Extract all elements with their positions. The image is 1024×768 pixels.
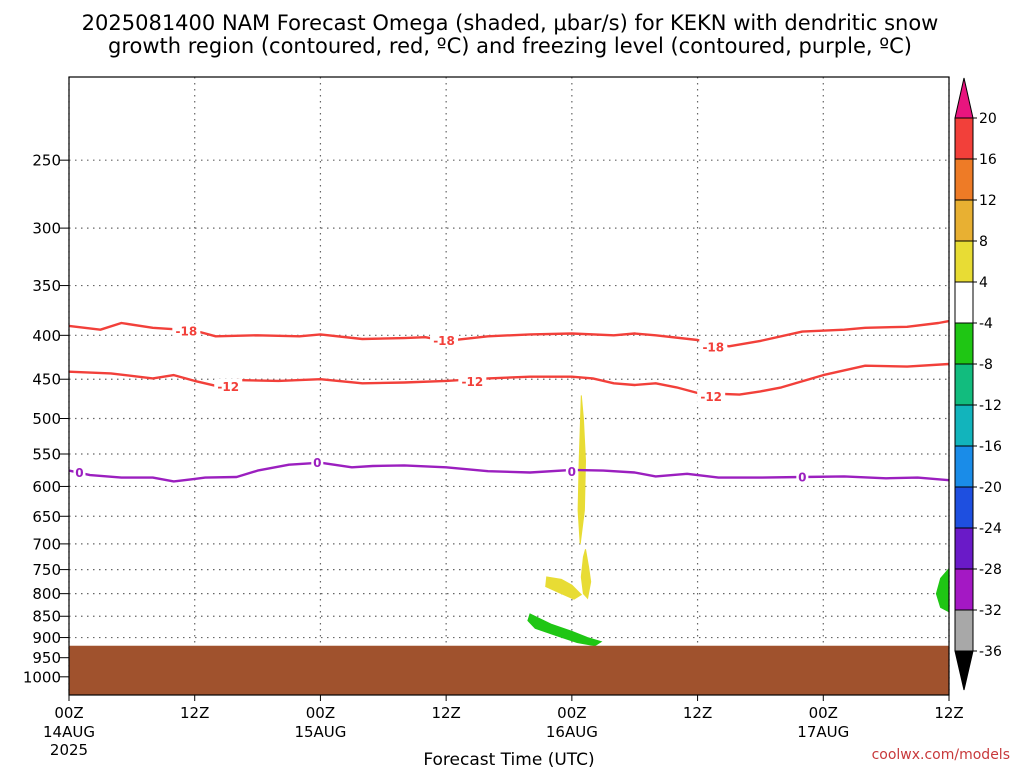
y-tick-label-550: 550 [32,446,61,464]
x-tick-label-2: 00Z [306,704,335,722]
colorbar-bin--8--4 [954,322,974,365]
contour-label-bg [565,464,578,479]
contour-label-bg [699,339,728,354]
y-tick-label-250: 250 [32,152,61,170]
plot-frame [68,76,950,696]
colorbar-bin--36--32 [954,609,974,652]
y-tick-label-1000: 1000 [23,668,61,686]
colorbar-bin--20--16 [954,445,974,488]
colorbar-bin--28--24 [954,527,974,570]
colorbar-bin--32--28 [954,568,974,611]
contour-label--12-1: -12 [461,375,483,389]
y-tick-label-450: 450 [32,371,61,389]
colorbar-label-12: 12 [979,193,997,209]
colorbar-label--8: -8 [979,357,993,373]
colorbar-label--16: -16 [979,439,1002,455]
contour-label-0-2: 0 [568,465,576,479]
omega-region-4 [935,567,950,613]
contour-line-0 [68,461,950,483]
x-tick-label-4: 00Z [557,704,586,722]
x-tick-label-5: 12Z [683,704,712,722]
x-tick-date-2: 15AUG [294,723,346,741]
contour-label--12-0: -12 [217,380,239,394]
contour-line--12 [68,362,950,396]
y-tick-label-500: 500 [32,410,61,428]
omega-region-1 [580,549,592,600]
colorbar: 20 16 12 8 4 -4 -8 -12 -16 -20 -24 -28 -32 -36 [954,77,1002,691]
colorbar-label-20: 20 [979,111,997,127]
x-tick-label-0: 00Z [54,704,83,722]
omega-region-3 [527,613,603,647]
colorbar-bottom-arrow [954,650,974,691]
contour-label-bg [311,455,324,470]
colorbar-label--24: -24 [979,521,1002,537]
contour-label-0-1: 0 [313,456,321,470]
x-axis-title: Forecast Time (UTC) [423,750,594,768]
y-tick-label-800: 800 [32,585,61,603]
x-tick-label-1: 12Z [180,704,209,722]
contour-label--18-2: -18 [702,340,724,354]
colorbar-label--12: -12 [979,398,1002,414]
colorbar-bin-4-8 [954,240,974,283]
contour-label-bg [214,378,243,393]
colorbar-label-4: 4 [979,275,988,291]
x-tick-date-6: 17AUG [797,723,849,741]
y-tick-label-650: 650 [32,508,61,526]
contour-label-bg [430,332,459,347]
x-tick-label-6: 00Z [809,704,838,722]
colorbar-bin--24--20 [954,486,974,529]
colorbar-label--28: -28 [979,562,1002,578]
colorbar-label--36: -36 [979,644,1002,660]
credit-text: coolwx.com/models [872,747,1010,763]
y-tick-label-750: 750 [32,561,61,579]
contour-label--18-1: -18 [433,334,455,348]
y-tick-label-300: 300 [32,220,61,238]
x-tick-label-3: 12Z [431,704,460,722]
chart-title-line1: 2025081400 NAM Forecast Omega (shaded, μ… [82,11,939,35]
contour-label--12-2: -12 [700,390,722,404]
omega-shading-layer [527,395,950,647]
y-tick-label-900: 900 [32,629,61,647]
grid-layer [68,77,950,695]
y-axis: 250 300 350 400 450 500 550 600 650 700 750 800 850 9… [23,152,69,686]
y-tick-label-400: 400 [32,327,61,345]
y-tick-label-600: 600 [32,478,61,496]
plot-area: -18 -18 -18 -12 -12 -12 0 0 0 0 [68,76,950,696]
colorbar-label-16: 16 [979,152,997,168]
y-tick-label-700: 700 [32,535,61,553]
colorbar-bin--12--8 [954,363,974,406]
colorbar-label--20: -20 [979,480,1002,496]
contour-label-bg [796,469,809,484]
colorbar-label--4: -4 [979,316,993,332]
colorbar-bin-16-20 [954,117,974,160]
omega-region-2 [545,576,583,600]
y-tick-label-350: 350 [32,277,61,295]
x-tick-label-7: 12Z [934,704,963,722]
contour-label-bg [697,389,726,404]
colorbar-label--32: -32 [979,603,1002,619]
colorbar-bin-12-16 [954,158,974,201]
contour-label--18-0: -18 [175,325,197,339]
y-tick-label-850: 850 [32,608,61,626]
chart-title-line2: growth region (contoured, red, ºC) and f… [108,34,912,58]
contour-label-bg [73,464,86,479]
x-tick-date-4: 16AUG [546,723,598,741]
contour-label-bg [172,323,201,338]
contour-label-0-0: 0 [75,466,83,480]
contour-line--18 [68,319,950,348]
colorbar-top-arrow [954,77,974,119]
colorbar-label-8: 8 [979,234,988,250]
x-tick-year-0: 2025 [50,741,88,759]
colorbar-bin-8-12 [954,199,974,242]
colorbar-bin--16--12 [954,404,974,447]
contour-label-bg [458,373,487,388]
x-tick-date-0: 14AUG [43,723,95,741]
y-tick-label-950: 950 [32,649,61,667]
contour-label-0-3: 0 [798,470,806,484]
colorbar-bin--4-4 [954,281,974,324]
contour-layer: -18 -18 -18 -12 -12 -12 0 0 0 0 [68,319,950,484]
terrain-fill [69,645,949,695]
